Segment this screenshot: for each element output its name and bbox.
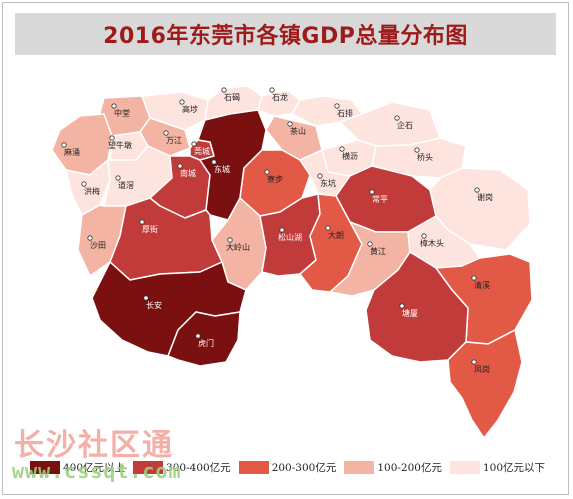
town-marker [317, 173, 323, 179]
town-label: 东坑 [320, 178, 336, 188]
legend-swatch [449, 460, 480, 474]
town-label: 望牛墩 [108, 140, 132, 150]
title-bar: 2016年东莞市各镇GDP总量分布图 [15, 13, 556, 55]
legend-item-1: 300-400亿元 [133, 460, 231, 475]
legend-item-3: 100-200亿元 [344, 460, 442, 475]
legend-label: 300-400亿元 [166, 461, 231, 474]
town-label: 大朗 [328, 230, 344, 240]
town-marker [177, 163, 183, 169]
town-marker [367, 241, 373, 247]
town-label: 石排 [337, 108, 353, 118]
town-label: 塘厦 [402, 308, 418, 318]
town-label: 清溪 [474, 280, 490, 290]
town-label: 南城 [180, 168, 196, 178]
town-label: 茶山 [290, 126, 306, 136]
town-marker [474, 187, 480, 193]
legend-item-4: 100亿元以下 [449, 460, 546, 475]
town-label: 企石 [397, 120, 413, 130]
legend-swatch [344, 460, 375, 474]
legend-label: 200-300亿元 [271, 461, 337, 474]
watermark-logo: 长沙社区通 [14, 428, 174, 463]
town-marker [227, 237, 233, 243]
town-marker [421, 233, 427, 239]
town-label: 莞城 [194, 146, 210, 156]
town-region-22 [109, 197, 223, 281]
town-label: 凤岗 [474, 365, 490, 374]
legend-label: 100亿元以下 [482, 461, 546, 474]
town-label: 高埗 [182, 104, 198, 114]
town-label: 虎门 [198, 338, 214, 348]
town-marker [143, 295, 149, 301]
town-label: 常平 [372, 195, 388, 204]
town-label: 谢岗 [477, 192, 493, 202]
town-marker [279, 227, 285, 233]
town-marker [61, 142, 67, 148]
legend-label: 100-200亿元 [377, 461, 442, 474]
town-marker [87, 235, 93, 241]
town-marker [163, 130, 169, 136]
town-marker [325, 225, 331, 231]
town-marker [81, 181, 87, 187]
town-marker [195, 333, 201, 339]
town-marker [109, 135, 115, 141]
town-label: 樟木头 [420, 238, 444, 248]
town-marker [471, 275, 477, 281]
town-marker [264, 169, 270, 175]
town-label: 松山湖 [278, 232, 302, 242]
town-marker [139, 219, 145, 225]
town-marker [369, 189, 375, 195]
watermark-url: www.cssqt.com [12, 459, 182, 483]
legend-label: 400亿元以上 [63, 461, 126, 474]
town-label: 大岭山 [226, 242, 250, 252]
town-region-20 [429, 167, 531, 251]
town-marker [394, 115, 400, 121]
town-region-11 [65, 159, 111, 216]
town-label: 长安 [146, 300, 162, 310]
legend-swatch [133, 460, 164, 474]
legend: 400亿元以上 300-400亿元 200-300亿元 100-200亿元 100亿元以… [30, 455, 560, 479]
legend-swatch [30, 460, 60, 474]
town-region-25 [299, 193, 363, 293]
town-marker [269, 87, 275, 93]
town-region-29 [167, 311, 241, 367]
legend-item-2: 200-300亿元 [238, 460, 337, 475]
town-marker [111, 103, 117, 109]
town-marker [115, 175, 121, 181]
town-marker [471, 359, 477, 365]
town-marker [287, 121, 293, 127]
legend-swatch [238, 460, 269, 474]
town-region-32 [447, 329, 523, 439]
town-label: 黄江 [370, 246, 386, 256]
town-label: 石龙 [272, 92, 288, 102]
town-label: 道滘 [118, 180, 134, 190]
town-label: 沙田 [90, 241, 106, 250]
chart-frame [2, 2, 569, 495]
town-marker [179, 99, 185, 105]
town-marker [414, 147, 420, 153]
town-marker [339, 146, 345, 152]
town-marker [334, 103, 340, 109]
town-label: 寮步 [267, 174, 283, 184]
town-marker [191, 141, 197, 147]
town-label: 万江 [166, 136, 182, 145]
town-label: 桥头 [417, 152, 433, 162]
town-label: 石碣 [224, 93, 240, 102]
town-marker [221, 87, 227, 93]
town-label: 东城 [214, 164, 230, 174]
town-marker [211, 159, 217, 165]
legend-item-0: 400亿元以上 [30, 460, 125, 475]
town-label: 中堂 [114, 108, 130, 118]
town-label: 厚街 [142, 224, 158, 234]
town-label: 洪梅 [84, 186, 100, 196]
map-title: 2016年东莞市各镇GDP总量分布图 [103, 24, 468, 49]
town-label: 麻涌 [64, 147, 80, 157]
town-label: 横沥 [342, 151, 358, 161]
town-marker [399, 303, 405, 309]
